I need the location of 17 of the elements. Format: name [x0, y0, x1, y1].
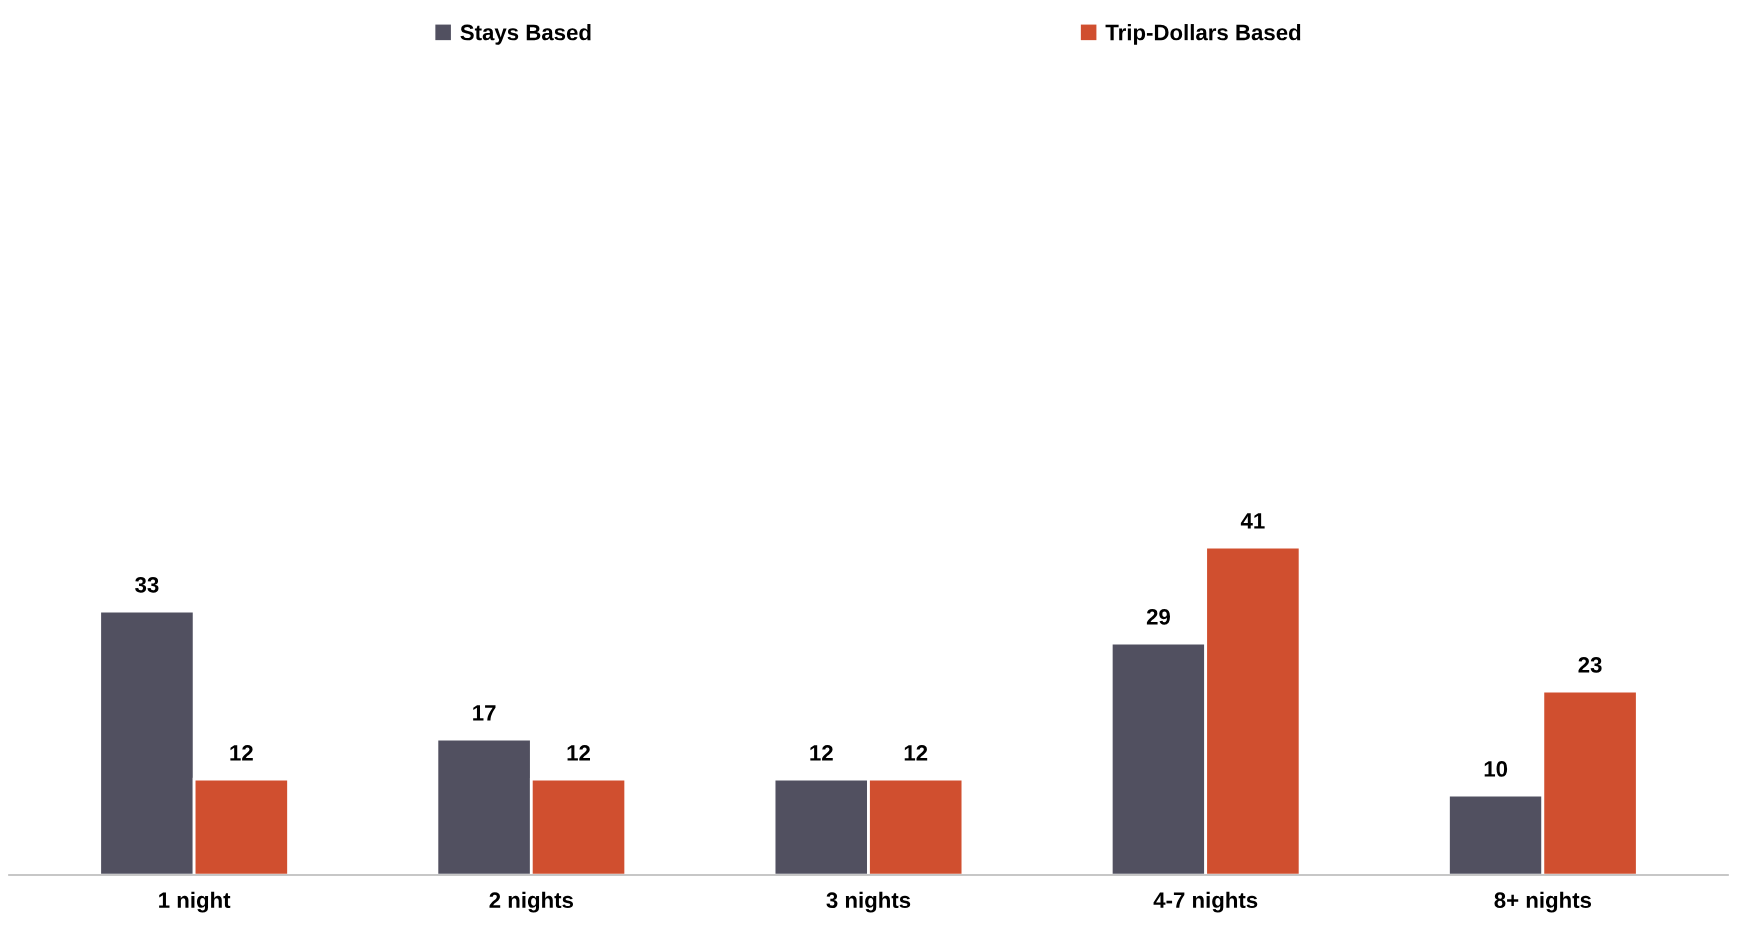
legend-label: Stays Based	[460, 24, 591, 45]
data-label: 12	[904, 745, 928, 761]
data-label: 12	[567, 745, 590, 761]
x-tick-label: 4-7 nights	[1153, 891, 1258, 913]
data-label: 41	[1240, 513, 1265, 529]
data-label: 10	[1484, 761, 1508, 777]
x-tick-label: 2 nights	[489, 891, 574, 913]
data-label: 23	[1578, 657, 1602, 673]
data-label: 17	[473, 705, 496, 721]
data-label: 29	[1146, 608, 1171, 625]
legend-label: Trip-Dollars Based	[1105, 24, 1301, 45]
data-label: 12	[810, 745, 833, 761]
x-tick-label: 3 nights	[826, 891, 911, 913]
data-label: 33	[135, 576, 159, 593]
x-tick-label: 1 night	[159, 891, 231, 913]
x-tick-label: 8+ nights	[1494, 891, 1592, 913]
data-label: 12	[230, 745, 253, 761]
